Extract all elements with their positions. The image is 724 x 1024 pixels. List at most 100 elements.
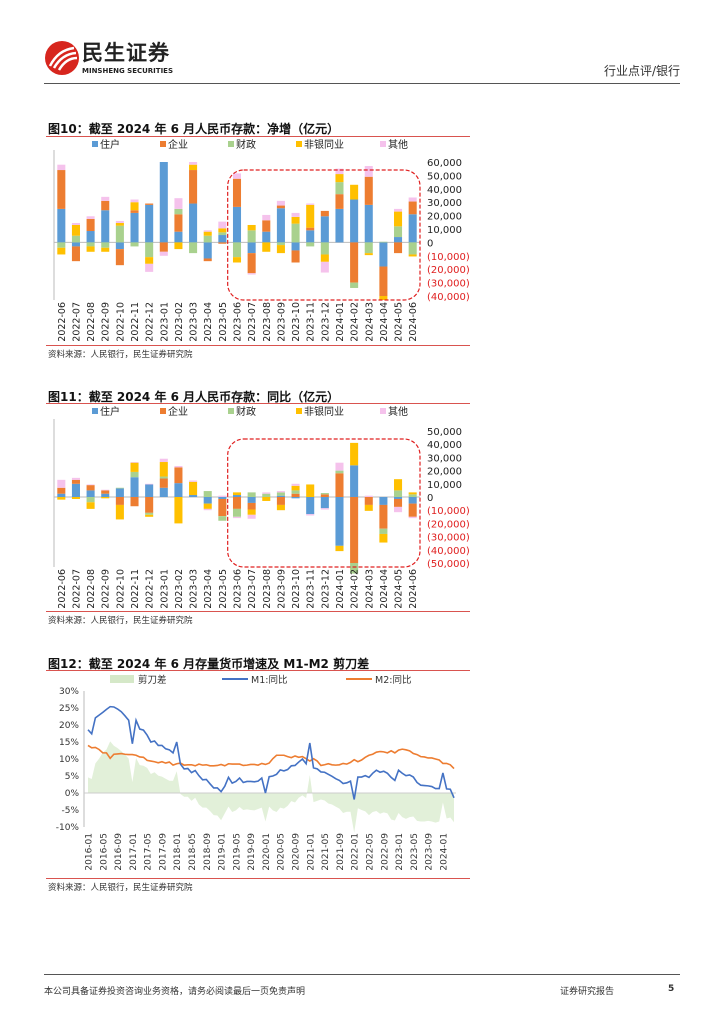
legend-label: 财政: [236, 138, 256, 151]
figure-11-source: 资料来源：人民银行，民生证券研究院: [48, 616, 193, 626]
bar-segment-2023-07-2: [247, 492, 256, 497]
bar-segment-2024-01-2: [335, 182, 344, 195]
bar-segment-2024-05-1: [394, 242, 403, 254]
bar-segment-2023-09-3: [276, 504, 285, 511]
bar-segment-2022-08-4: [86, 216, 95, 219]
bar-segment-2024-01-3: [335, 545, 344, 552]
bar-segment-2023-04-4: [203, 508, 212, 511]
footer-report-type: 证券研究报告: [560, 987, 615, 997]
x-tick-label: 2019-09: [247, 833, 257, 871]
bar-segment-2024-04-1: [379, 266, 388, 296]
bar-segment-2022-07-1: [71, 479, 80, 484]
bar-segment-2023-04-3: [203, 503, 212, 509]
bar-segment-2023-10-3: [291, 216, 300, 224]
bar-segment-2023-09-3: [276, 245, 285, 254]
bar-segment-2022-12-4: [145, 483, 154, 485]
bar-segment-2023-12-1: [320, 210, 329, 217]
x-tick-label: 2024-06: [408, 302, 419, 342]
x-tick-label: 2022-11: [130, 569, 141, 609]
bar-segment-2023-10-1: [291, 493, 300, 497]
bar-segment-2022-10-1: [115, 249, 124, 266]
bar-segment-2022-07-4: [71, 477, 80, 480]
bar-segment-2023-12-4: [320, 261, 329, 273]
bar-segment-2023-01-4: [159, 251, 168, 256]
bar-segment-2023-12-0: [320, 497, 329, 509]
y-tick-label: 5%: [65, 772, 80, 782]
legend-label: 企业: [168, 405, 188, 418]
bar-segment-2023-12-2: [320, 242, 329, 255]
x-tick-label: 2021-09: [336, 833, 346, 871]
bar-segment-2023-09-4: [276, 200, 285, 206]
minsheng-logo-icon: [45, 41, 79, 75]
bar-segment-2023-08-3: [262, 242, 271, 252]
legend-label: 其他: [388, 138, 408, 151]
legend-label: M1:同比: [251, 674, 287, 686]
bar-segment-2023-02-1: [174, 467, 183, 484]
bar-segment-2023-07-4: [247, 273, 256, 275]
x-tick-label: 2017-05: [144, 833, 154, 871]
bar-segment-2022-09-3: [101, 247, 110, 252]
bar-segment-2022-08-2: [86, 242, 95, 247]
bar-segment-2023-10-4: [291, 483, 300, 486]
bar-segment-2024-06-0: [408, 214, 417, 243]
bar-segment-2022-12-1: [145, 497, 154, 513]
bar-segment-2024-05-3: [394, 211, 403, 227]
bar-segment-2023-01-2: [159, 476, 168, 479]
legend-swatch-3: [296, 408, 302, 414]
bar-segment-2023-10-0: [291, 497, 300, 499]
bar-segment-2022-06-3: [57, 497, 66, 500]
x-tick-label: 2023-08: [262, 569, 273, 609]
x-tick-label: 2024-02: [350, 569, 361, 609]
x-tick-label: 2018-01: [173, 833, 183, 871]
bar-segment-2023-12-0: [320, 216, 329, 243]
figure-10-rule: [46, 136, 470, 137]
bar-segment-2023-06-3: [232, 492, 242, 496]
bar-segment-2023-08-0: [262, 231, 271, 243]
bar-segment-2023-08-4: [262, 492, 271, 494]
bar-segment-2024-02-3: [350, 442, 359, 466]
y-tick-label: (30,000): [427, 533, 470, 544]
bar-segment-2024-01-1: [335, 473, 344, 497]
figure-10-source-rule: [46, 345, 470, 346]
bar-segment-2023-10-3: [291, 485, 300, 491]
legend-swatch-1: [160, 141, 166, 147]
x-tick-label: 2024-05: [394, 569, 405, 609]
bar-segment-2023-11-2: [306, 242, 315, 247]
bar-segment-2023-01-1: [159, 242, 168, 252]
bar-segment-2022-12-2: [145, 242, 154, 258]
y-tick-label: 50,000: [427, 427, 462, 438]
bar-segment-2022-10-0: [115, 488, 124, 497]
bar-segment-2024-06-3: [408, 254, 417, 257]
bar-segment-2022-07-0: [71, 483, 80, 497]
x-tick-label: 2023-09: [425, 833, 435, 871]
bar-segment-2023-09-2: [276, 242, 285, 246]
bar-segment-2023-10-2: [291, 223, 300, 243]
footer-disclaimer: 本公司具备证券投资咨询业务资格，请务必阅读最后一页免责声明: [44, 987, 306, 997]
bar-segment-2023-05-2: [218, 516, 227, 521]
x-tick-label: 2020-09: [292, 833, 302, 871]
bar-segment-2023-04-0: [203, 242, 212, 259]
bar-segment-2022-10-1: [115, 497, 124, 505]
bar-segment-2022-11-3: [130, 202, 139, 211]
bar-segment-2023-04-0: [203, 497, 212, 504]
logo-english: MINSHENG SECURITIES: [82, 67, 173, 75]
figure-10-chart: 住户 企业 财政 非银同业 其他 60,000 50,000 40,000 30,000 20,0…: [53, 138, 470, 342]
x-tick-label: 2018-09: [203, 833, 213, 871]
bar-segment-2024-03-1: [364, 176, 373, 205]
bar-segment-2022-12-2: [145, 512, 154, 515]
x-tick-label: 2018-05: [188, 833, 198, 871]
bar-segment-2022-08-2: [86, 497, 95, 503]
bar-segment-2024-06-1: [408, 503, 417, 517]
bar-segment-2022-10-3: [115, 504, 124, 520]
bar-segment-2022-08-3: [86, 502, 95, 509]
y-tick-label: (10,000): [427, 252, 470, 263]
bar-segment-2022-10-2: [115, 487, 124, 489]
bar-segment-2023-02-0: [174, 231, 183, 243]
bar-segment-2023-04-4: [203, 230, 212, 232]
y-tick-label: (40,000): [427, 546, 470, 557]
x-tick-label: 2023-01: [159, 569, 170, 609]
y-tick-label: 40,000: [427, 440, 462, 451]
x-tick-label: 2016-01: [85, 833, 95, 871]
bar-segment-2023-02-3: [174, 497, 183, 524]
